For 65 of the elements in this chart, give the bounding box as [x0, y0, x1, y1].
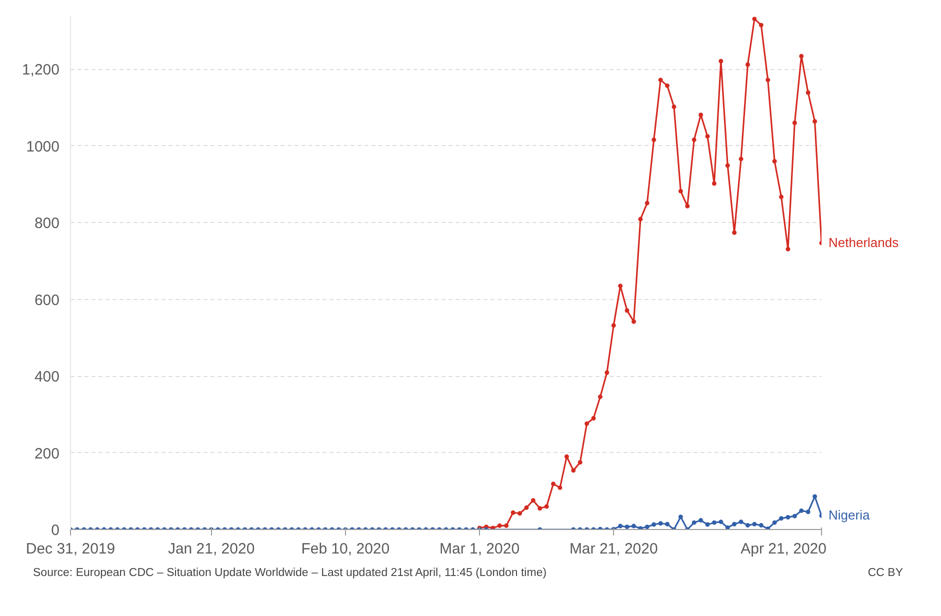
series-label: Nigeria	[828, 508, 870, 523]
point	[738, 156, 744, 162]
point	[799, 54, 804, 58]
x-tick-label: Dec 31, 2019	[26, 540, 116, 558]
point	[604, 370, 610, 375]
point	[530, 498, 536, 503]
point	[611, 323, 616, 328]
point	[752, 16, 757, 22]
y-tick-label: 400	[34, 368, 60, 386]
point	[524, 505, 529, 510]
point	[786, 246, 790, 252]
point	[672, 104, 676, 110]
y-tick-label: 0	[51, 522, 60, 539]
x-tick-label: Mar 21, 2020	[569, 540, 658, 558]
point	[692, 138, 696, 142]
x-tick-label: Feb 10, 2020	[301, 540, 390, 558]
point	[652, 138, 656, 142]
point	[792, 120, 797, 126]
point	[758, 22, 764, 28]
point	[718, 58, 724, 64]
point	[779, 194, 784, 200]
point	[698, 112, 704, 118]
point	[806, 90, 810, 95]
point	[578, 460, 582, 465]
point	[772, 159, 777, 164]
point	[551, 482, 556, 486]
point	[665, 83, 670, 88]
point	[644, 200, 650, 206]
point	[745, 62, 750, 67]
point	[558, 485, 562, 490]
y-tick-label: 600	[34, 292, 60, 309]
point	[598, 394, 602, 400]
series-label: Netherlands	[828, 234, 900, 250]
point	[632, 319, 636, 324]
point	[544, 504, 549, 509]
y-tick-label: 200	[34, 445, 60, 462]
point	[766, 78, 770, 82]
point	[584, 421, 590, 426]
x-tick-label: Mar 1, 2020	[440, 540, 520, 558]
point	[685, 204, 690, 208]
point	[510, 510, 516, 515]
x-tick-label: Jan 21, 2020	[168, 540, 255, 558]
point	[564, 454, 569, 459]
point	[678, 188, 683, 194]
y-tick-label: 800	[34, 215, 60, 232]
point	[618, 284, 623, 288]
point	[638, 216, 643, 222]
x-tick-label: Apr 21, 2020	[740, 540, 827, 558]
point	[812, 119, 818, 124]
point	[732, 230, 737, 235]
point	[518, 511, 522, 516]
point	[705, 134, 710, 139]
point	[624, 308, 630, 313]
point	[571, 468, 576, 473]
point	[658, 78, 663, 82]
point	[504, 523, 509, 528]
source-note: Source: European CDC – Situation Update Worldwide – Last updated 21st April, 11:45 (London time)	[33, 566, 547, 581]
y-tick-label: 1000	[26, 138, 60, 156]
text: CC BY	[868, 566, 903, 581]
point	[725, 163, 730, 168]
point	[538, 506, 542, 511]
point	[497, 523, 502, 528]
point	[591, 416, 596, 421]
point	[712, 181, 716, 186]
y-tick-label: 1,200	[22, 62, 60, 79]
